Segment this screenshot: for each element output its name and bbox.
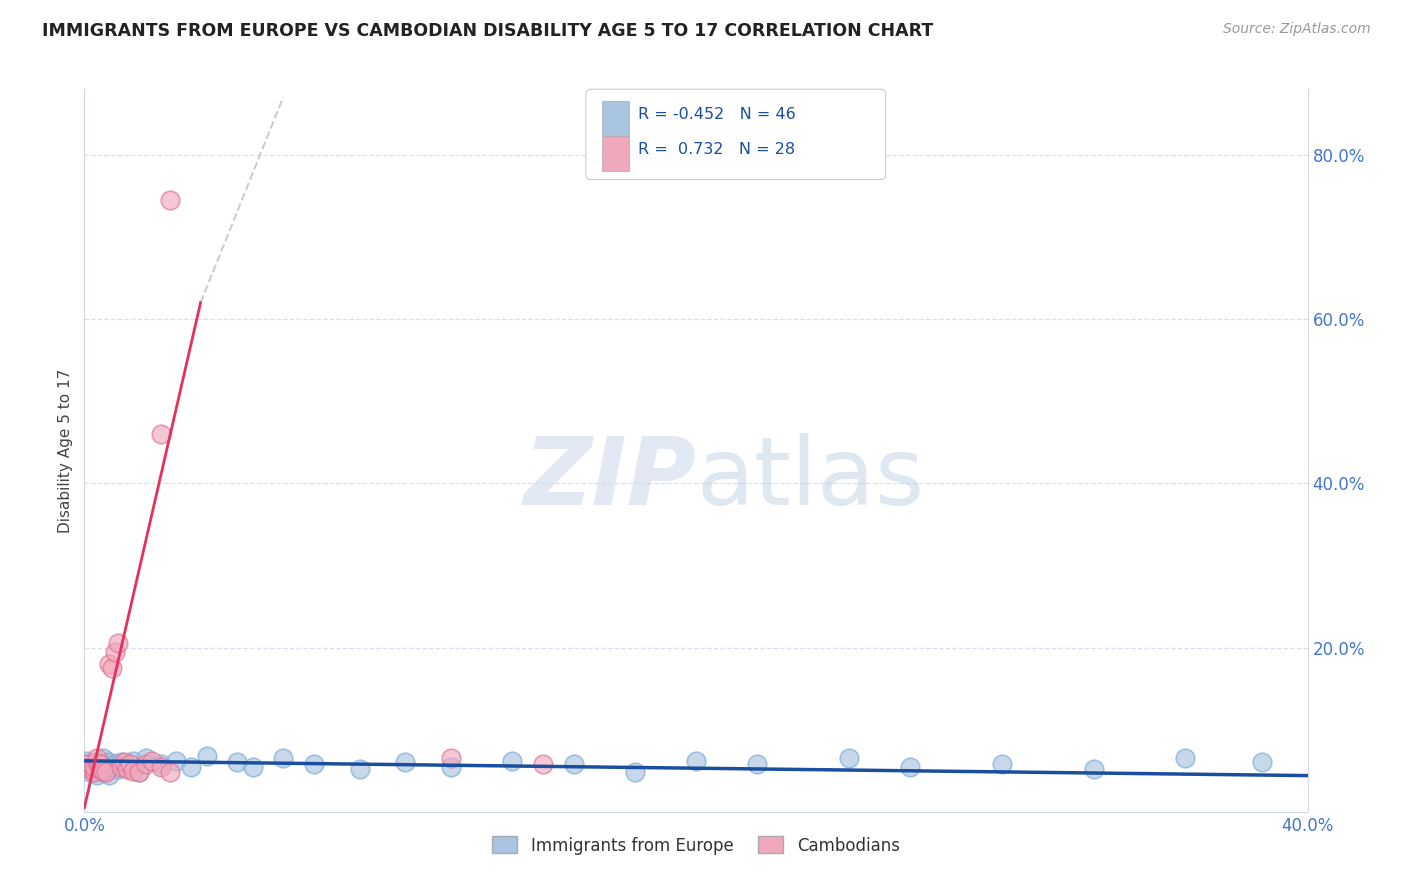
Point xyxy=(86,756,108,770)
Point xyxy=(149,757,172,772)
Point xyxy=(107,762,129,776)
Point xyxy=(122,754,145,768)
Point xyxy=(1174,751,1197,765)
Point xyxy=(76,757,98,772)
Point xyxy=(1250,756,1272,770)
Text: R = -0.452   N = 46: R = -0.452 N = 46 xyxy=(638,107,796,122)
Point xyxy=(141,754,163,768)
Point xyxy=(349,762,371,776)
Point xyxy=(120,757,142,772)
Point xyxy=(394,756,416,770)
FancyBboxPatch shape xyxy=(586,89,886,179)
Point xyxy=(86,751,108,765)
Point xyxy=(107,636,129,650)
Point xyxy=(94,757,117,772)
FancyBboxPatch shape xyxy=(602,136,628,171)
Point xyxy=(135,751,157,765)
Point xyxy=(122,764,145,778)
Point xyxy=(83,757,105,772)
Point xyxy=(128,765,150,780)
Point xyxy=(149,427,172,442)
Point xyxy=(898,759,921,773)
Point xyxy=(83,765,105,780)
Point xyxy=(1083,762,1105,776)
Point xyxy=(79,765,101,780)
Point xyxy=(226,756,249,770)
Point xyxy=(104,645,127,659)
Point xyxy=(112,756,135,770)
Y-axis label: Disability Age 5 to 17: Disability Age 5 to 17 xyxy=(58,368,73,533)
Point xyxy=(159,193,181,207)
Text: IMMIGRANTS FROM EUROPE VS CAMBODIAN DISABILITY AGE 5 TO 17 CORRELATION CHART: IMMIGRANTS FROM EUROPE VS CAMBODIAN DISA… xyxy=(42,22,934,40)
Point xyxy=(440,759,463,773)
Point xyxy=(86,768,108,782)
Point xyxy=(271,751,294,765)
Point xyxy=(86,756,108,770)
Point xyxy=(991,757,1014,772)
Text: atlas: atlas xyxy=(696,434,924,525)
Point xyxy=(135,757,157,772)
Point xyxy=(97,657,120,671)
Point xyxy=(89,764,111,778)
Point xyxy=(180,759,202,773)
Point xyxy=(89,757,111,772)
Point xyxy=(101,661,124,675)
Point xyxy=(115,759,138,773)
Point xyxy=(149,759,172,773)
Point xyxy=(91,751,114,765)
Point xyxy=(89,762,111,776)
Point xyxy=(159,765,181,780)
Point xyxy=(440,751,463,765)
Point xyxy=(747,757,769,772)
Point xyxy=(685,754,707,768)
Point xyxy=(89,759,111,773)
Point xyxy=(110,759,132,773)
Point xyxy=(83,759,105,773)
Point xyxy=(76,757,98,772)
Point xyxy=(242,759,264,773)
Point xyxy=(79,762,101,776)
Legend: Immigrants from Europe, Cambodians: Immigrants from Europe, Cambodians xyxy=(485,830,907,861)
Point xyxy=(195,748,218,763)
Point xyxy=(838,751,860,765)
Text: ZIP: ZIP xyxy=(523,434,696,525)
Point xyxy=(91,764,114,778)
Point xyxy=(83,762,105,776)
Point xyxy=(624,765,647,780)
Point xyxy=(91,765,114,780)
Point xyxy=(165,754,187,768)
Point xyxy=(128,765,150,780)
Text: Source: ZipAtlas.com: Source: ZipAtlas.com xyxy=(1223,22,1371,37)
Point xyxy=(97,768,120,782)
Point xyxy=(110,756,132,770)
Point xyxy=(94,762,117,776)
Point xyxy=(97,756,120,770)
Point xyxy=(94,765,117,780)
Point xyxy=(104,757,127,772)
Point xyxy=(302,757,325,772)
Point xyxy=(101,759,124,773)
Point xyxy=(79,759,101,773)
FancyBboxPatch shape xyxy=(602,102,628,136)
Point xyxy=(562,757,585,772)
Point xyxy=(115,762,138,776)
Point xyxy=(502,754,524,768)
Point xyxy=(531,757,554,772)
Point xyxy=(76,754,98,768)
Text: R =  0.732   N = 28: R = 0.732 N = 28 xyxy=(638,142,796,157)
